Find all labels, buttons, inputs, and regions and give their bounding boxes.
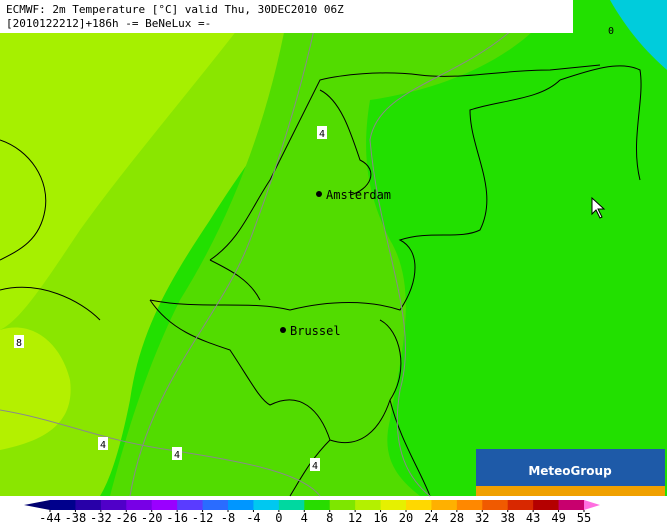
colorbar-tick-label: -38 <box>65 511 87 525</box>
colorbar-tick-label: -16 <box>166 511 188 525</box>
colorbar-tick-label: 43 <box>526 511 540 525</box>
colorbar-cell <box>431 500 458 510</box>
contours <box>0 0 541 497</box>
colorbar-tick-label: 38 <box>500 511 514 525</box>
contour-label: 4 <box>319 129 325 140</box>
coastlines <box>0 64 642 497</box>
temp-zone-cold <box>610 0 667 70</box>
colorbar-tick-label: -12 <box>192 511 214 525</box>
label-box <box>14 335 24 348</box>
temp-zone-warm <box>0 327 71 450</box>
border-be <box>149 299 402 444</box>
colorbar: -44 -38 -32 -26 -20 -16 -12 -8 -4 0 4 8 12 16 20 24 28 32… <box>24 500 600 525</box>
coastline-nl <box>209 64 601 261</box>
colorbar-tick-label: 8 <box>326 511 333 525</box>
colorbar-cell <box>253 500 280 510</box>
border-nl-de <box>149 79 561 311</box>
colorbar-cell <box>100 500 127 510</box>
coastline-uk <box>0 139 101 321</box>
contour <box>129 0 321 497</box>
contour-label: 4 <box>312 461 318 472</box>
colorbar-tick-label: -32 <box>90 511 112 525</box>
contour-label: 4 <box>174 450 180 461</box>
colorbar-cell <box>177 500 204 510</box>
cursor <box>591 196 606 219</box>
colorbar-tick-label: -8 <box>221 511 235 525</box>
colorbar-tick-label: 32 <box>475 511 489 525</box>
colorbar-cell <box>406 500 432 510</box>
logo: MeteoGroup <box>528 464 612 478</box>
colorbar-tick-label: 49 <box>551 511 565 525</box>
colorbar-cell <box>507 500 534 510</box>
colorbar-cell <box>126 500 153 510</box>
header-box <box>0 0 573 33</box>
colorbar-cell <box>329 500 356 510</box>
colorbar-cell <box>482 500 509 510</box>
coastline-de <box>559 65 642 181</box>
colorbar-cell <box>75 500 102 510</box>
colorbar-cell <box>228 500 254 510</box>
city-label: Amsterdam <box>326 188 391 202</box>
colorbar-tick-label: 20 <box>399 511 413 525</box>
colorbar-tick-label: 4 <box>301 511 308 525</box>
colorbar-tick-label: 16 <box>373 511 387 525</box>
temp-zone-center <box>110 0 560 496</box>
border-south <box>289 399 431 497</box>
city-dot <box>280 327 286 333</box>
contour-label: 8 <box>16 338 22 349</box>
temp-zone-far-west <box>0 0 260 330</box>
colorbar-cell <box>533 500 560 510</box>
colorbar-tick-label: 0 <box>275 511 282 525</box>
coastline-inner <box>209 89 372 301</box>
colorbar-cell <box>304 500 331 510</box>
label-box <box>317 126 327 139</box>
colorbar-cell <box>558 500 585 510</box>
colorbar-tick-label: -20 <box>141 511 163 525</box>
colorbar-tick-label: -26 <box>115 511 137 525</box>
colorbar-tick-label: -44 <box>39 511 61 525</box>
logo-stripe <box>476 486 665 496</box>
colorbar-cell <box>355 500 382 510</box>
contour <box>369 0 541 497</box>
colorbar-end <box>584 500 600 510</box>
city-label: Brussel <box>290 324 341 338</box>
colorbar-tick-label: -4 <box>246 511 260 525</box>
label-box <box>172 447 182 460</box>
colorbar-tick-label: 24 <box>424 511 438 525</box>
header-line: [2010122212]+186h -= BeNeLux =- <box>6 17 211 30</box>
colorbar-end <box>24 500 50 510</box>
colorbar-tick-label: 28 <box>450 511 464 525</box>
colorbar-cell <box>380 500 407 510</box>
colorbar-cell <box>50 500 76 510</box>
contour <box>0 409 321 497</box>
colorbar-tick-label: 12 <box>348 511 362 525</box>
colorbar-cell <box>278 500 305 510</box>
city-dot <box>316 191 322 197</box>
colorbar-tick-label: 55 <box>577 511 591 525</box>
label-box <box>98 437 108 450</box>
colorbar-cell <box>456 500 483 510</box>
contour-label: 4 <box>100 440 106 451</box>
contour-label: 0 <box>608 26 614 37</box>
colorbar-cell <box>202 500 229 510</box>
label-box <box>310 458 320 471</box>
contour-labels: 4 8 4 4 4 0 <box>14 26 614 472</box>
colorbar-cell <box>151 500 178 510</box>
header-line: ECMWF: 2m Temperature [°C] valid Thu, 30… <box>6 3 344 16</box>
